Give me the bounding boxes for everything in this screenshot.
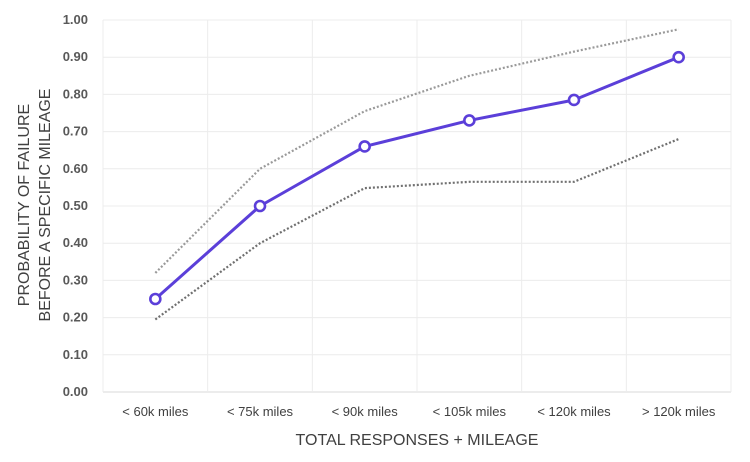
y-tick-label: 0.60 [63, 161, 88, 176]
x-tick-label: < 60k miles [122, 404, 189, 419]
y-tick-label: 0.30 [63, 272, 88, 287]
y-tick-label: 0.00 [63, 384, 88, 399]
y-axis-title-line-2: BEFORE A SPECIFIC MILEAGE [37, 89, 54, 322]
x-tick-label: < 120k miles [537, 404, 611, 419]
y-axis-title: PROBABILITY OF FAILURE BEFORE A SPECIFIC… [16, 89, 54, 322]
y-tick-label: 1.00 [63, 12, 88, 27]
grid-lines [102, 19, 732, 393]
y-tick-label: 0.20 [63, 310, 88, 325]
y-tick-label: 0.70 [63, 124, 88, 139]
data-point-marker [358, 140, 371, 153]
x-tick-label: < 75k miles [227, 404, 294, 419]
x-tick-label: < 105k miles [433, 404, 507, 419]
data-point-marker [463, 114, 476, 127]
series-line-lower-bound [154, 138, 680, 321]
y-tick-label: 0.40 [63, 235, 88, 250]
data-point-marker [253, 199, 267, 213]
data-point-marker [567, 93, 581, 107]
y-tick-label: 0.50 [63, 198, 88, 213]
x-axis-tick-labels: < 60k miles < 75k miles < 90k miles < 105k … [122, 404, 716, 419]
y-axis-tick-labels: 0.00 0.10 0.20 0.30 0.40 0.50 0.60 0.70 0.80 0.90… [63, 12, 88, 399]
data-point-marker [149, 292, 162, 306]
y-tick-label: 0.10 [63, 347, 88, 362]
series-markers [149, 50, 685, 306]
data-point-marker [672, 50, 685, 64]
y-tick-label: 0.90 [63, 49, 88, 64]
y-tick-label: 0.80 [63, 86, 88, 101]
x-tick-label: < 90k miles [332, 404, 399, 419]
y-axis-title-line-1: PROBABILITY OF FAILURE [16, 104, 33, 306]
x-axis-title: TOTAL RESPONSES + MILEAGE [296, 432, 539, 449]
x-tick-label: > 120k miles [642, 404, 716, 419]
series-lines [154, 28, 680, 321]
series-line-estimate [154, 55, 680, 301]
